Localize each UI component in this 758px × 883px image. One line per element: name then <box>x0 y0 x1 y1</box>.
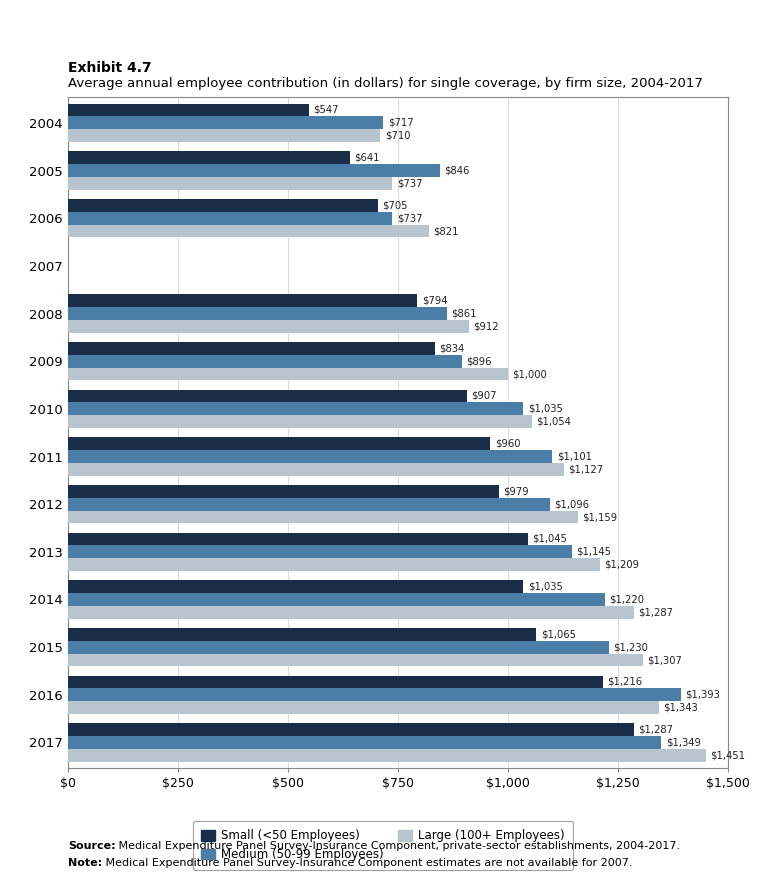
Bar <box>68 212 392 224</box>
Text: Note:: Note: <box>68 858 102 868</box>
Text: $1,349: $1,349 <box>666 737 700 748</box>
Text: $737: $737 <box>396 178 422 188</box>
Text: Medical Expenditure Panel Survey-Insurance Component estimates are not available: Medical Expenditure Panel Survey-Insuran… <box>102 858 632 868</box>
Text: $1,159: $1,159 <box>582 512 617 522</box>
Text: $1,307: $1,307 <box>647 655 682 665</box>
Bar <box>68 355 462 367</box>
Bar <box>68 103 309 117</box>
Bar <box>68 367 508 381</box>
Bar <box>68 485 499 498</box>
Bar <box>68 628 537 641</box>
Bar <box>68 342 435 355</box>
Text: $960: $960 <box>495 439 520 449</box>
Bar <box>68 532 528 546</box>
Bar <box>68 580 523 593</box>
Text: $717: $717 <box>388 117 413 128</box>
Text: $979: $979 <box>503 487 528 496</box>
Text: $1,054: $1,054 <box>536 417 571 426</box>
Text: $1,045: $1,045 <box>532 534 567 544</box>
Bar <box>68 593 605 606</box>
Text: $1,393: $1,393 <box>685 690 720 700</box>
Text: $821: $821 <box>434 226 459 236</box>
Text: $1,035: $1,035 <box>528 404 562 414</box>
Text: $1,220: $1,220 <box>609 594 644 605</box>
Bar <box>68 463 564 476</box>
Bar <box>68 294 418 307</box>
Bar <box>68 546 572 558</box>
Text: Average annual employee contribution (in dollars) for single coverage, by firm s: Average annual employee contribution (in… <box>68 77 703 90</box>
Text: $1,096: $1,096 <box>554 499 590 509</box>
Text: $1,216: $1,216 <box>607 677 642 687</box>
Text: $737: $737 <box>396 213 422 223</box>
Bar <box>68 177 392 190</box>
Text: Medical Expenditure Panel Survey-Insurance Component, private-sector establishme: Medical Expenditure Panel Survey-Insuran… <box>115 841 681 850</box>
Bar <box>68 224 429 238</box>
Text: $1,145: $1,145 <box>576 547 611 557</box>
Bar <box>68 749 706 762</box>
Text: Source:: Source: <box>68 841 116 850</box>
Bar <box>68 415 531 428</box>
Text: $1,101: $1,101 <box>556 451 592 462</box>
Text: $861: $861 <box>451 308 477 319</box>
Bar <box>68 606 634 619</box>
Legend: Small (<50 Employees), Medium (50-99 Employees), Large (100+ Employees): Small (<50 Employees), Medium (50-99 Emp… <box>193 821 573 870</box>
Text: Exhibit 4.7: Exhibit 4.7 <box>68 61 152 75</box>
Text: $1,209: $1,209 <box>604 560 639 570</box>
Text: $710: $710 <box>385 131 410 140</box>
Text: $641: $641 <box>355 153 380 162</box>
Text: $896: $896 <box>466 356 492 366</box>
Bar <box>68 689 681 701</box>
Text: $1,000: $1,000 <box>512 369 547 379</box>
Bar <box>68 736 661 749</box>
Bar <box>68 307 446 320</box>
Text: $846: $846 <box>444 165 470 176</box>
Bar <box>68 437 490 450</box>
Bar <box>68 498 550 510</box>
Bar <box>68 450 553 463</box>
Bar <box>68 701 659 714</box>
Text: $1,287: $1,287 <box>638 608 673 617</box>
Text: $1,451: $1,451 <box>710 751 746 760</box>
Bar <box>68 389 467 403</box>
Bar <box>68 653 643 667</box>
Text: $912: $912 <box>474 321 500 331</box>
Bar <box>68 164 440 177</box>
Bar <box>68 510 578 524</box>
Text: $1,065: $1,065 <box>540 630 576 639</box>
Bar <box>68 151 350 164</box>
Text: $1,230: $1,230 <box>613 642 648 653</box>
Text: $547: $547 <box>313 105 339 115</box>
Text: $834: $834 <box>440 343 465 353</box>
Bar <box>68 723 634 736</box>
Text: $1,287: $1,287 <box>638 725 673 735</box>
Bar <box>68 641 609 653</box>
Bar <box>68 320 469 333</box>
Bar <box>68 117 384 129</box>
Text: $907: $907 <box>471 391 497 401</box>
Bar <box>68 558 600 571</box>
Bar <box>68 675 603 689</box>
Text: $1,035: $1,035 <box>528 582 562 592</box>
Text: $705: $705 <box>383 200 408 210</box>
Text: $1,127: $1,127 <box>568 464 603 474</box>
Bar <box>68 199 378 212</box>
Text: $1,343: $1,343 <box>663 703 698 713</box>
Bar <box>68 129 381 142</box>
Text: $794: $794 <box>421 296 447 306</box>
Bar <box>68 403 523 415</box>
